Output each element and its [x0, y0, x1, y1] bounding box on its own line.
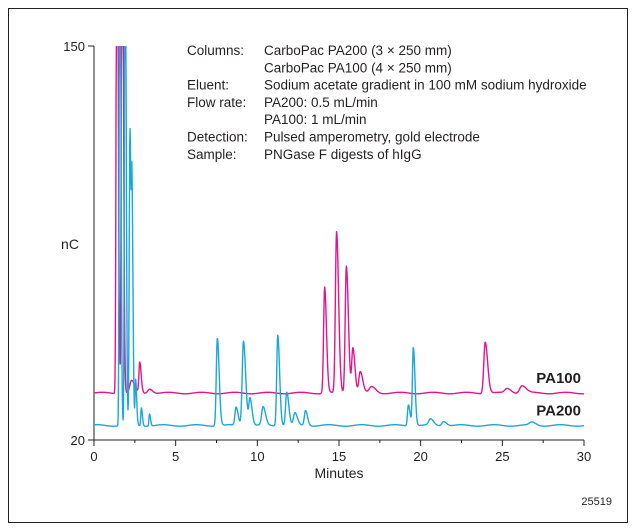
x-tick-label: 0	[90, 449, 97, 464]
x-tick-label: 25	[495, 449, 509, 464]
x-axis-label: Minutes	[314, 465, 363, 481]
annotation-key: Eluent:	[187, 78, 229, 93]
x-tick-label: 20	[413, 449, 427, 464]
y-tick-label: 150	[63, 39, 85, 54]
y-tick-label: 20	[71, 433, 85, 448]
y-axis-label: nC	[61, 236, 79, 252]
annotation-value: CarboPac PA200 (3 × 250 mm)	[264, 43, 452, 58]
annotation-key: Flow rate:	[187, 95, 246, 110]
figure-id: 25519	[581, 496, 612, 508]
x-tick-label: 5	[172, 449, 179, 464]
annotation-value: PNGase F digests of hIgG	[264, 147, 422, 162]
conditions-annotation: Columns: CarboPac PA200 (3 × 250 mm) Carbo…	[187, 43, 587, 162]
trace-pa100	[93, 46, 585, 395]
trace-pa200	[93, 46, 585, 427]
annotation-key: Columns:	[187, 43, 244, 58]
figure-frame	[8, 8, 628, 523]
labels: PA100 PA200	[536, 370, 581, 419]
axes: 0 5 10 15 20 25 30 20 150 Minutes nC 25519	[61, 39, 612, 508]
series-label-pa200: PA200	[536, 402, 581, 419]
annotation-value: CarboPac PA100 (4 × 250 mm)	[264, 60, 452, 75]
annotation-value: PA100: 1 mL/min	[264, 112, 367, 127]
traces	[93, 46, 585, 427]
annotation-value: PA200: 0.5 mL/min	[264, 95, 378, 110]
annotation-value: Sodium acetate gradient in 100 mM sodium…	[264, 78, 587, 93]
x-tick-label: 30	[577, 449, 591, 464]
annotation-value: Pulsed amperometry, gold electrode	[264, 130, 480, 145]
annotation-key: Sample:	[187, 147, 237, 162]
series-label-pa100: PA100	[536, 370, 581, 387]
x-tick-label: 15	[332, 449, 346, 464]
x-tick-label: 10	[250, 449, 264, 464]
annotation-key: Detection:	[187, 130, 248, 145]
